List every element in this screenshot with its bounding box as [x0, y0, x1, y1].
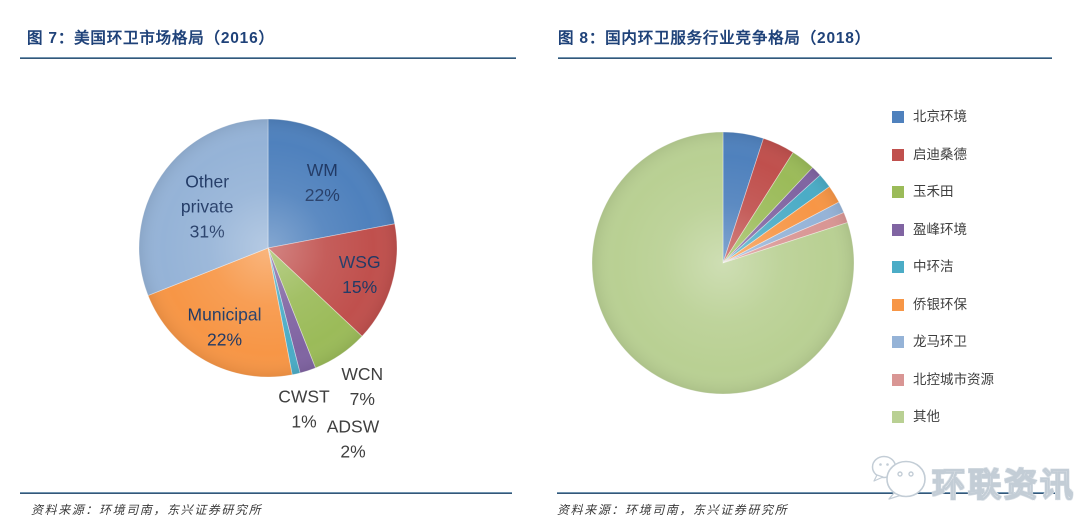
- legend-item-侨银环保: 侨银环保: [892, 296, 994, 312]
- pie-label-WCN: WCN 7%: [341, 364, 383, 409]
- pie-slice-北控城市资源: [722, 211, 849, 264]
- pie-slice-中环洁: [722, 174, 831, 264]
- watermark-text: 环联资讯: [931, 465, 1076, 503]
- pie-slice-盈峰环境: [722, 166, 821, 264]
- legend-swatch-icon: [892, 411, 904, 423]
- legend-swatch-icon: [892, 223, 904, 236]
- pie-slice-北京环境: [722, 131, 764, 264]
- pie-label-Other-private: Other private 31%: [181, 172, 234, 242]
- pie-slice-龙马环卫: [722, 201, 845, 264]
- pie-label-WSG: WSG 15%: [339, 252, 381, 297]
- legend-label: 侨银环保: [913, 296, 967, 312]
- pie-slice-侨银环保: [722, 186, 840, 264]
- pie-label-Municipal: Municipal 22%: [188, 305, 262, 350]
- legend-label: 启迪桑德: [913, 146, 967, 162]
- pie-slice-Municipal: [147, 247, 293, 378]
- pie-label-WM: WM 22%: [305, 160, 340, 205]
- panel-us-market-2016: 图 7：美国环卫市场格局（2016） WM 22% WSG 15% WCN 7% ADSW 2…: [20, 29, 516, 517]
- legend-swatch-icon: [892, 186, 904, 198]
- legend-label: 北控城市资源: [913, 371, 994, 387]
- bottom-divider-left: [20, 492, 512, 494]
- legend-item-启迪桑德: 启迪桑德: [892, 146, 994, 162]
- pie-slice-WCN: [267, 247, 363, 369]
- legend-label: 龙马环卫: [913, 334, 967, 349]
- legend-label: 玉禾田: [913, 184, 954, 199]
- legend-item-龙马环卫: 龙马环卫: [892, 335, 994, 349]
- pie-slice-WM: [267, 118, 396, 249]
- legend-swatch-icon: [892, 148, 904, 161]
- legend-item-北控城市资源: 北控城市资源: [892, 371, 994, 387]
- panel-china-market-2018: 图 8：国内环卫服务行业竞争格局（2018） 北京环境启迪桑德玉禾田盈峰环境中环…: [540, 0, 1080, 531]
- source-note-right: 资料来源：环境司南，东兴证券研究所: [557, 503, 789, 517]
- legend-swatch-icon: [892, 373, 904, 386]
- legend-label: 中环洁: [913, 259, 954, 274]
- bottom-divider-right: [557, 492, 1056, 494]
- wechat-chat-bubbles-icon: [871, 455, 926, 500]
- legend-label: 北京环境: [913, 109, 967, 124]
- pie-shading-overlay: [592, 132, 854, 394]
- legend-swatch-icon: [892, 336, 904, 348]
- legend: 北京环境启迪桑德玉禾田盈峰环境中环洁侨银环保龙马环卫北控城市资源 其他: [892, 110, 994, 448]
- legend-item-其他: 其他: [892, 410, 994, 424]
- legend-label: 其他: [913, 409, 940, 424]
- title-divider-left: [20, 57, 516, 59]
- legend-swatch-icon: [892, 261, 904, 273]
- us-market-pie-chart: WM 22% WSG 15% WCN 7% ADSW 2%CWST 1% Municipal 22%…: [138, 118, 398, 461]
- pie-slice-玉禾田: [722, 151, 814, 264]
- watermark: 环联资讯: [870, 442, 1080, 504]
- pie-shading-overlay: [139, 119, 397, 377]
- chart-title-us: 图 7：美国环卫市场格局（2016）: [27, 29, 275, 47]
- pie-slice-启迪桑德: [722, 137, 794, 264]
- legend-swatch-icon: [892, 111, 904, 123]
- pie-slice-Other-private: [138, 118, 269, 297]
- legend-item-盈峰环境: 盈峰环境: [892, 221, 994, 237]
- legend-item-北京环境: 北京环境: [892, 110, 994, 124]
- legend-label: 盈峰环境: [913, 221, 967, 237]
- pie-slice-其他: [591, 131, 855, 395]
- chart-title-china: 图 8：国内环卫服务行业竞争格局（2018）: [558, 29, 872, 47]
- title-divider-right: [558, 57, 1052, 59]
- legend-item-玉禾田: 玉禾田: [892, 185, 994, 199]
- legend-swatch-icon: [892, 298, 904, 311]
- pie-label-ADSW: ADSW 2%: [327, 416, 380, 461]
- pie-slice-WSG: [267, 223, 398, 337]
- legend-item-中环洁: 中环洁: [892, 260, 994, 274]
- pie-slice-ADSW: [267, 247, 317, 374]
- pie-slice-CWST: [267, 247, 301, 376]
- pie-label-CWST: CWST 1%: [278, 387, 330, 432]
- source-note-left: 资料来源：环境司南，东兴证券研究所: [31, 503, 263, 517]
